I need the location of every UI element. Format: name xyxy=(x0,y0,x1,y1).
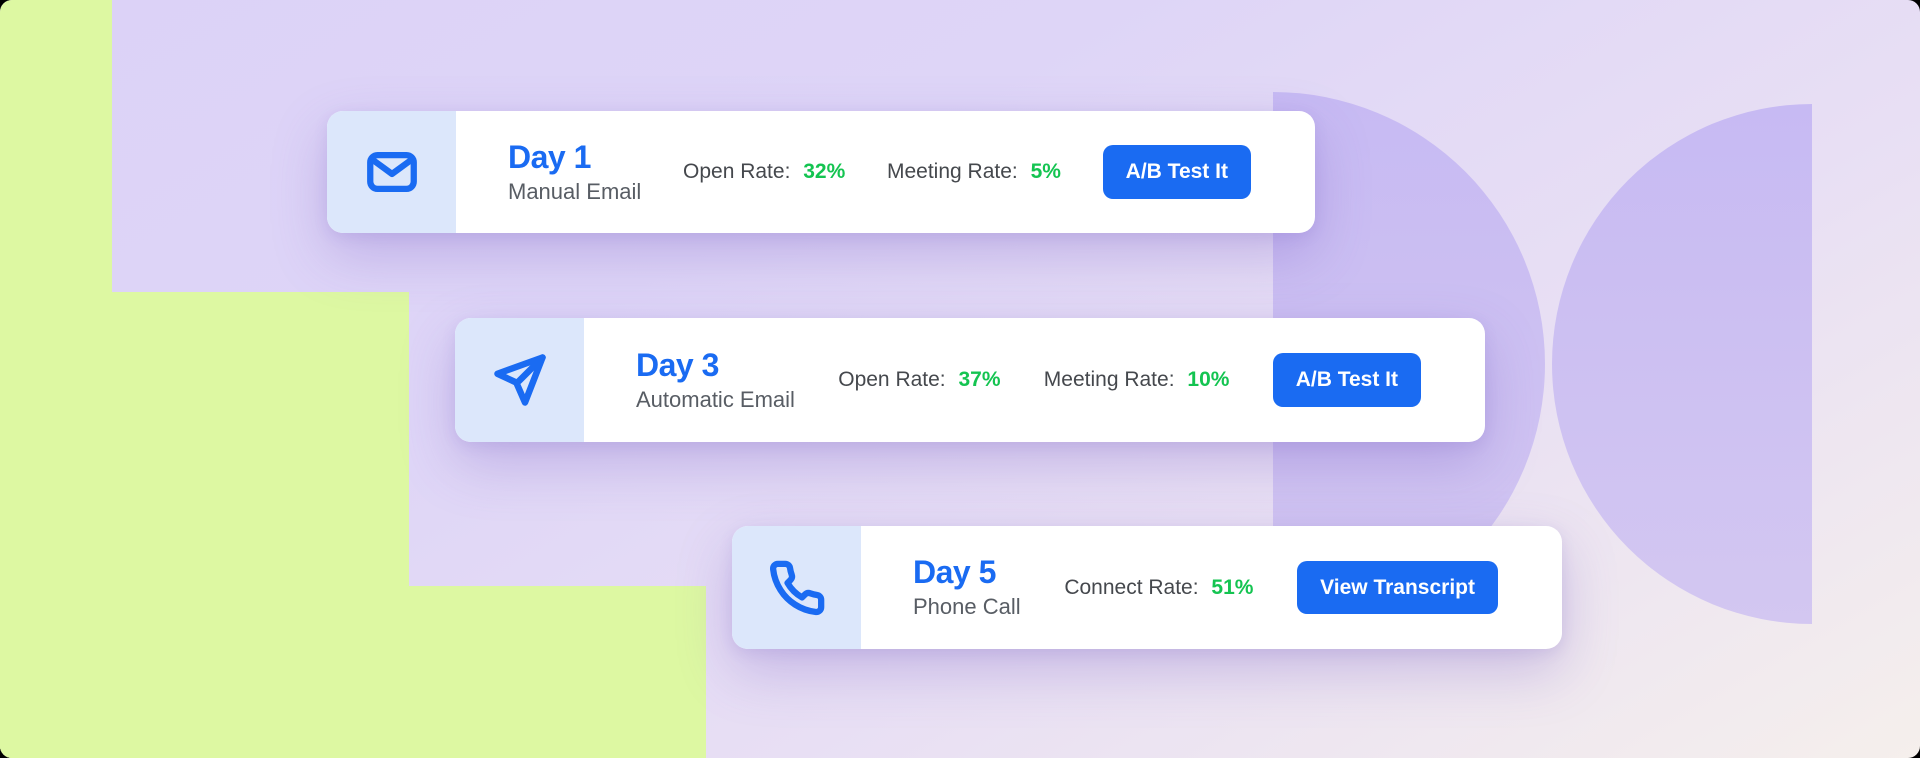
sequence-card-day-1: Day 1 Manual Email Open Rate: 32% Meetin… xyxy=(327,111,1315,233)
sequence-card-day-5: Day 5 Phone Call Connect Rate: 51% View … xyxy=(732,526,1562,649)
stat-value: 5% xyxy=(1030,160,1061,183)
stat-meeting-rate: Meeting Rate: 10% xyxy=(1044,368,1230,392)
view-transcript-button[interactable]: View Transcript xyxy=(1297,560,1498,615)
card-title-block: Day 1 Manual Email xyxy=(508,138,642,204)
stat-value: 37% xyxy=(958,368,1001,391)
card-content: Day 3 Automatic Email Open Rate: 37% Mee… xyxy=(584,318,1485,442)
stat-label: Connect Rate: xyxy=(1064,575,1199,599)
stat-label: Meeting Rate: xyxy=(1043,368,1175,391)
ab-test-button[interactable]: A/B Test It xyxy=(1272,353,1421,407)
stat-open-rate: Open Rate: 32% xyxy=(683,160,845,184)
stat-value: 10% xyxy=(1187,368,1230,391)
card-title: Day 3 xyxy=(636,346,719,383)
sequence-card-day-3: Day 3 Automatic Email Open Rate: 37% Mee… xyxy=(455,318,1485,442)
card-title: Day 1 xyxy=(508,138,591,175)
icon-panel xyxy=(732,526,861,649)
send-icon xyxy=(493,354,546,406)
stat-label: Open Rate: xyxy=(683,160,791,183)
icon-panel xyxy=(327,111,456,233)
stat-open-rate: Open Rate: 37% xyxy=(838,368,1000,392)
background-half-circle-right xyxy=(1552,104,1812,624)
card-content: Day 1 Manual Email Open Rate: 32% Meetin… xyxy=(456,111,1315,233)
phone-icon xyxy=(769,560,824,615)
card-subtitle: Manual Email xyxy=(508,178,642,204)
stat-value: 32% xyxy=(803,160,846,183)
card-title: Day 5 xyxy=(913,554,996,591)
background-lime-step-bottom xyxy=(0,586,706,758)
stat-label: Meeting Rate: xyxy=(887,160,1018,183)
card-content: Day 5 Phone Call Connect Rate: 51% View … xyxy=(861,526,1562,649)
mail-icon xyxy=(366,151,417,193)
stat-meeting-rate: Meeting Rate: 5% xyxy=(887,160,1061,184)
card-title-block: Day 5 Phone Call xyxy=(913,554,1021,620)
card-subtitle: Phone Call xyxy=(913,594,1021,620)
card-title-block: Day 3 Automatic Email xyxy=(636,346,795,412)
ab-test-button[interactable]: A/B Test It xyxy=(1102,145,1251,199)
card-subtitle: Automatic Email xyxy=(636,386,795,412)
stat-value: 51% xyxy=(1211,575,1254,599)
stat-connect-rate: Connect Rate: 51% xyxy=(1064,576,1253,600)
icon-panel xyxy=(455,318,584,442)
stat-label: Open Rate: xyxy=(838,368,946,391)
